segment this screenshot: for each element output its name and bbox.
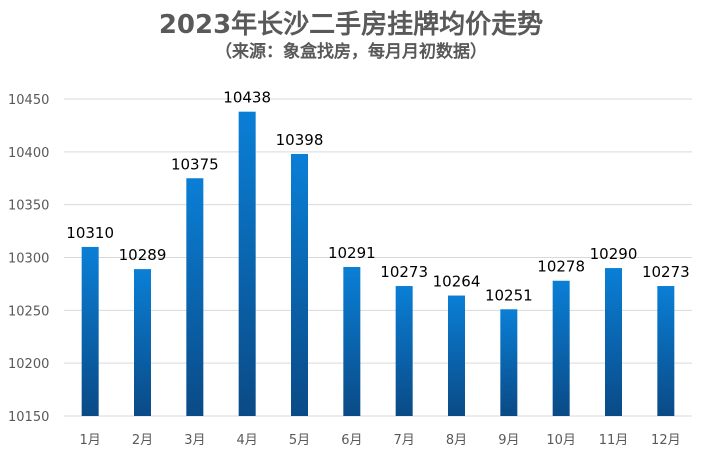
bar [500,309,518,416]
x-tick-label: 8月 [446,433,467,448]
x-tick-label: 7月 [394,433,415,448]
y-tick-label: 10400 [8,146,49,161]
data-label: 10273 [380,263,428,281]
data-label: 10251 [485,286,533,304]
data-label: 10398 [276,131,324,149]
bar [657,286,675,416]
y-tick-label: 10150 [8,410,49,425]
data-label: 10273 [642,263,690,281]
x-tick-label: 10月 [546,433,576,448]
x-tick-label: 4月 [237,433,258,448]
bars [81,111,675,417]
y-tick-label: 10250 [8,304,49,319]
x-tick-label: 12月 [651,433,681,448]
data-label: 10310 [66,224,114,242]
data-label: 10289 [119,246,167,264]
data-label: 10290 [590,245,638,263]
x-tick-label: 6月 [341,433,362,448]
x-tick-label: 11月 [599,433,629,448]
title-block: 2023年长沙二手房挂牌均价走势 （来源：象盒找房，每月月初数据） [0,0,702,62]
bar [81,246,99,416]
y-tick-label: 10200 [8,357,49,372]
data-label: 10438 [223,89,271,107]
bar [395,286,413,416]
chart-subtitle: （来源：象盒找房，每月月初数据） [215,42,487,62]
x-tick-label: 9月 [498,433,519,448]
gridlines [64,98,692,417]
y-tick-label: 10300 [8,252,49,267]
bar [552,280,570,416]
data-label: 10278 [537,258,585,276]
data-labels: 1031010289103751043810398102911027310264… [66,89,689,305]
data-label: 10264 [433,273,481,291]
x-tick-label: 2月 [132,433,153,448]
bar [605,268,622,416]
x-tick-label: 1月 [80,433,101,448]
bar [238,111,256,417]
x-tick-label: 5月 [289,433,310,448]
bar [448,295,465,416]
chart-title: 2023年长沙二手房挂牌均价走势 [158,10,544,40]
data-label: 10291 [328,244,376,262]
x-axis-ticks: 1月 2月 3月 4月 5月 6月 7月 8月 9月 10月 11月 12月 [80,433,681,448]
x-tick-label: 3月 [184,433,205,448]
bar [291,153,308,417]
y-tick-label: 10350 [8,199,49,214]
data-label: 10375 [171,155,219,173]
bar [343,267,361,416]
bar [134,269,151,416]
y-tick-label: 10450 [8,93,49,108]
y-axis-ticks: 10150 10200 10250 10300 10350 10400 10450 [8,93,49,425]
bar [186,178,204,416]
